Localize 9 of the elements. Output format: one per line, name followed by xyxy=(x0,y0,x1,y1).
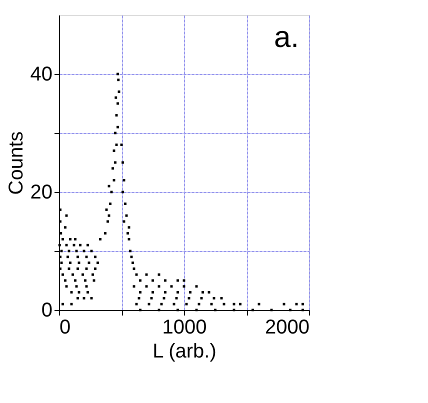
y-tick-label: 40 xyxy=(30,64,52,86)
y-axis-title: Counts xyxy=(5,131,28,195)
x-tick-label: 0 xyxy=(60,316,71,338)
x-axis-title: L (arb.) xyxy=(152,340,216,362)
x-tick-label: 1000 xyxy=(162,316,207,338)
annotation: a. xyxy=(274,21,299,54)
y-tick-label: 0 xyxy=(41,300,52,322)
x-tick-label: 2000 xyxy=(265,316,310,338)
y-tick-label: 20 xyxy=(30,182,52,204)
